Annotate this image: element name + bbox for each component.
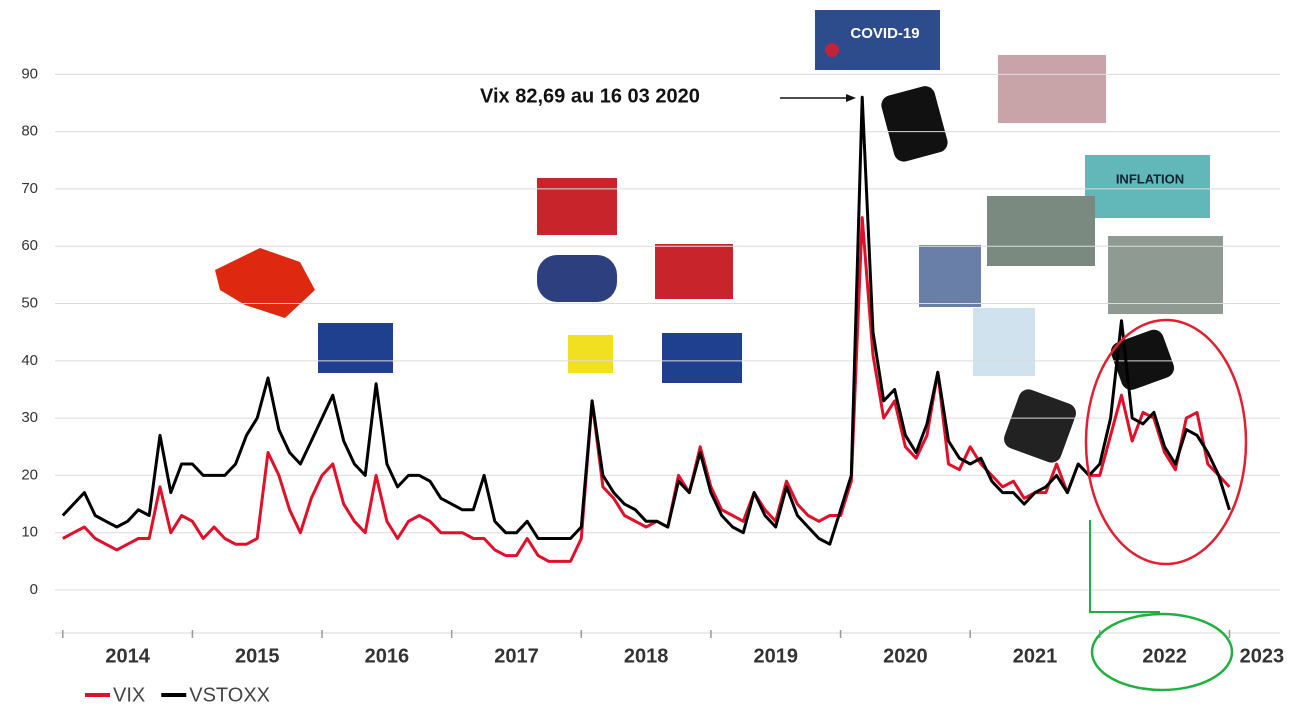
y-tick-label: 80 (21, 123, 38, 140)
x-tick-label: 2016 (365, 645, 410, 667)
x-tick-label: 2018 (624, 645, 669, 667)
y-tick-label: 90 (21, 65, 38, 82)
legend-label: VSTOXX (189, 684, 270, 706)
y-tick-label: 10 (21, 524, 38, 541)
y-tick-label: 30 (21, 409, 38, 426)
y-tick-label: 20 (21, 466, 38, 483)
legend-label: VIX (113, 684, 145, 706)
connector (1089, 520, 1160, 613)
biden-image (919, 245, 981, 307)
highlight-circle (1090, 612, 1234, 692)
peak-annotation: Vix 82,69 au 16 03 2020 (480, 85, 700, 107)
vaccine-image (973, 308, 1035, 376)
illustrations: COVID-19 INFLATION (215, 10, 1223, 463)
y-tick-label: 60 (21, 237, 38, 254)
tank-image (1108, 236, 1223, 314)
uk-flag (318, 323, 393, 373)
yellow-vest (568, 335, 613, 373)
inflation-image (1085, 155, 1210, 218)
y-tick-label: 50 (21, 294, 38, 311)
covid-label: COVID-19 (850, 25, 919, 42)
highlight-circle (1084, 318, 1248, 566)
x-tick-label: 2015 (235, 645, 280, 667)
inflation-label: INFLATION (1116, 171, 1184, 186)
y-tick-label: 40 (21, 352, 38, 369)
arrow-head (846, 94, 856, 102)
china-us-flag (537, 178, 617, 235)
x-tick-label: 2022 (1142, 645, 1187, 667)
china-us-flag (655, 244, 733, 299)
x-tick-label: 2020 (883, 645, 928, 667)
series-line (61, 95, 1231, 546)
virus-icon (825, 43, 839, 57)
virus-image (998, 55, 1106, 123)
plot-area: 0 10 20 30 40 50 60 70 80 90 2014 2015 2016 2017 2018 2… (21, 65, 1284, 667)
ship-image (987, 196, 1095, 266)
uk-flag (662, 333, 742, 383)
x-tick-label: 2021 (1013, 645, 1058, 667)
x-tick-label: 2017 (494, 645, 539, 667)
x-tick-label: 2014 (105, 645, 150, 667)
covid-image (815, 10, 940, 70)
oil-barrel (1004, 389, 1076, 463)
y-tick-label: 0 (30, 581, 38, 598)
china-map (215, 248, 315, 318)
y-tick-label: 70 (21, 180, 38, 197)
x-tick-label: 2023 (1240, 645, 1285, 667)
oil-barrel (881, 86, 948, 162)
x-tick-label: 2019 (753, 645, 798, 667)
us-flag (537, 255, 617, 302)
